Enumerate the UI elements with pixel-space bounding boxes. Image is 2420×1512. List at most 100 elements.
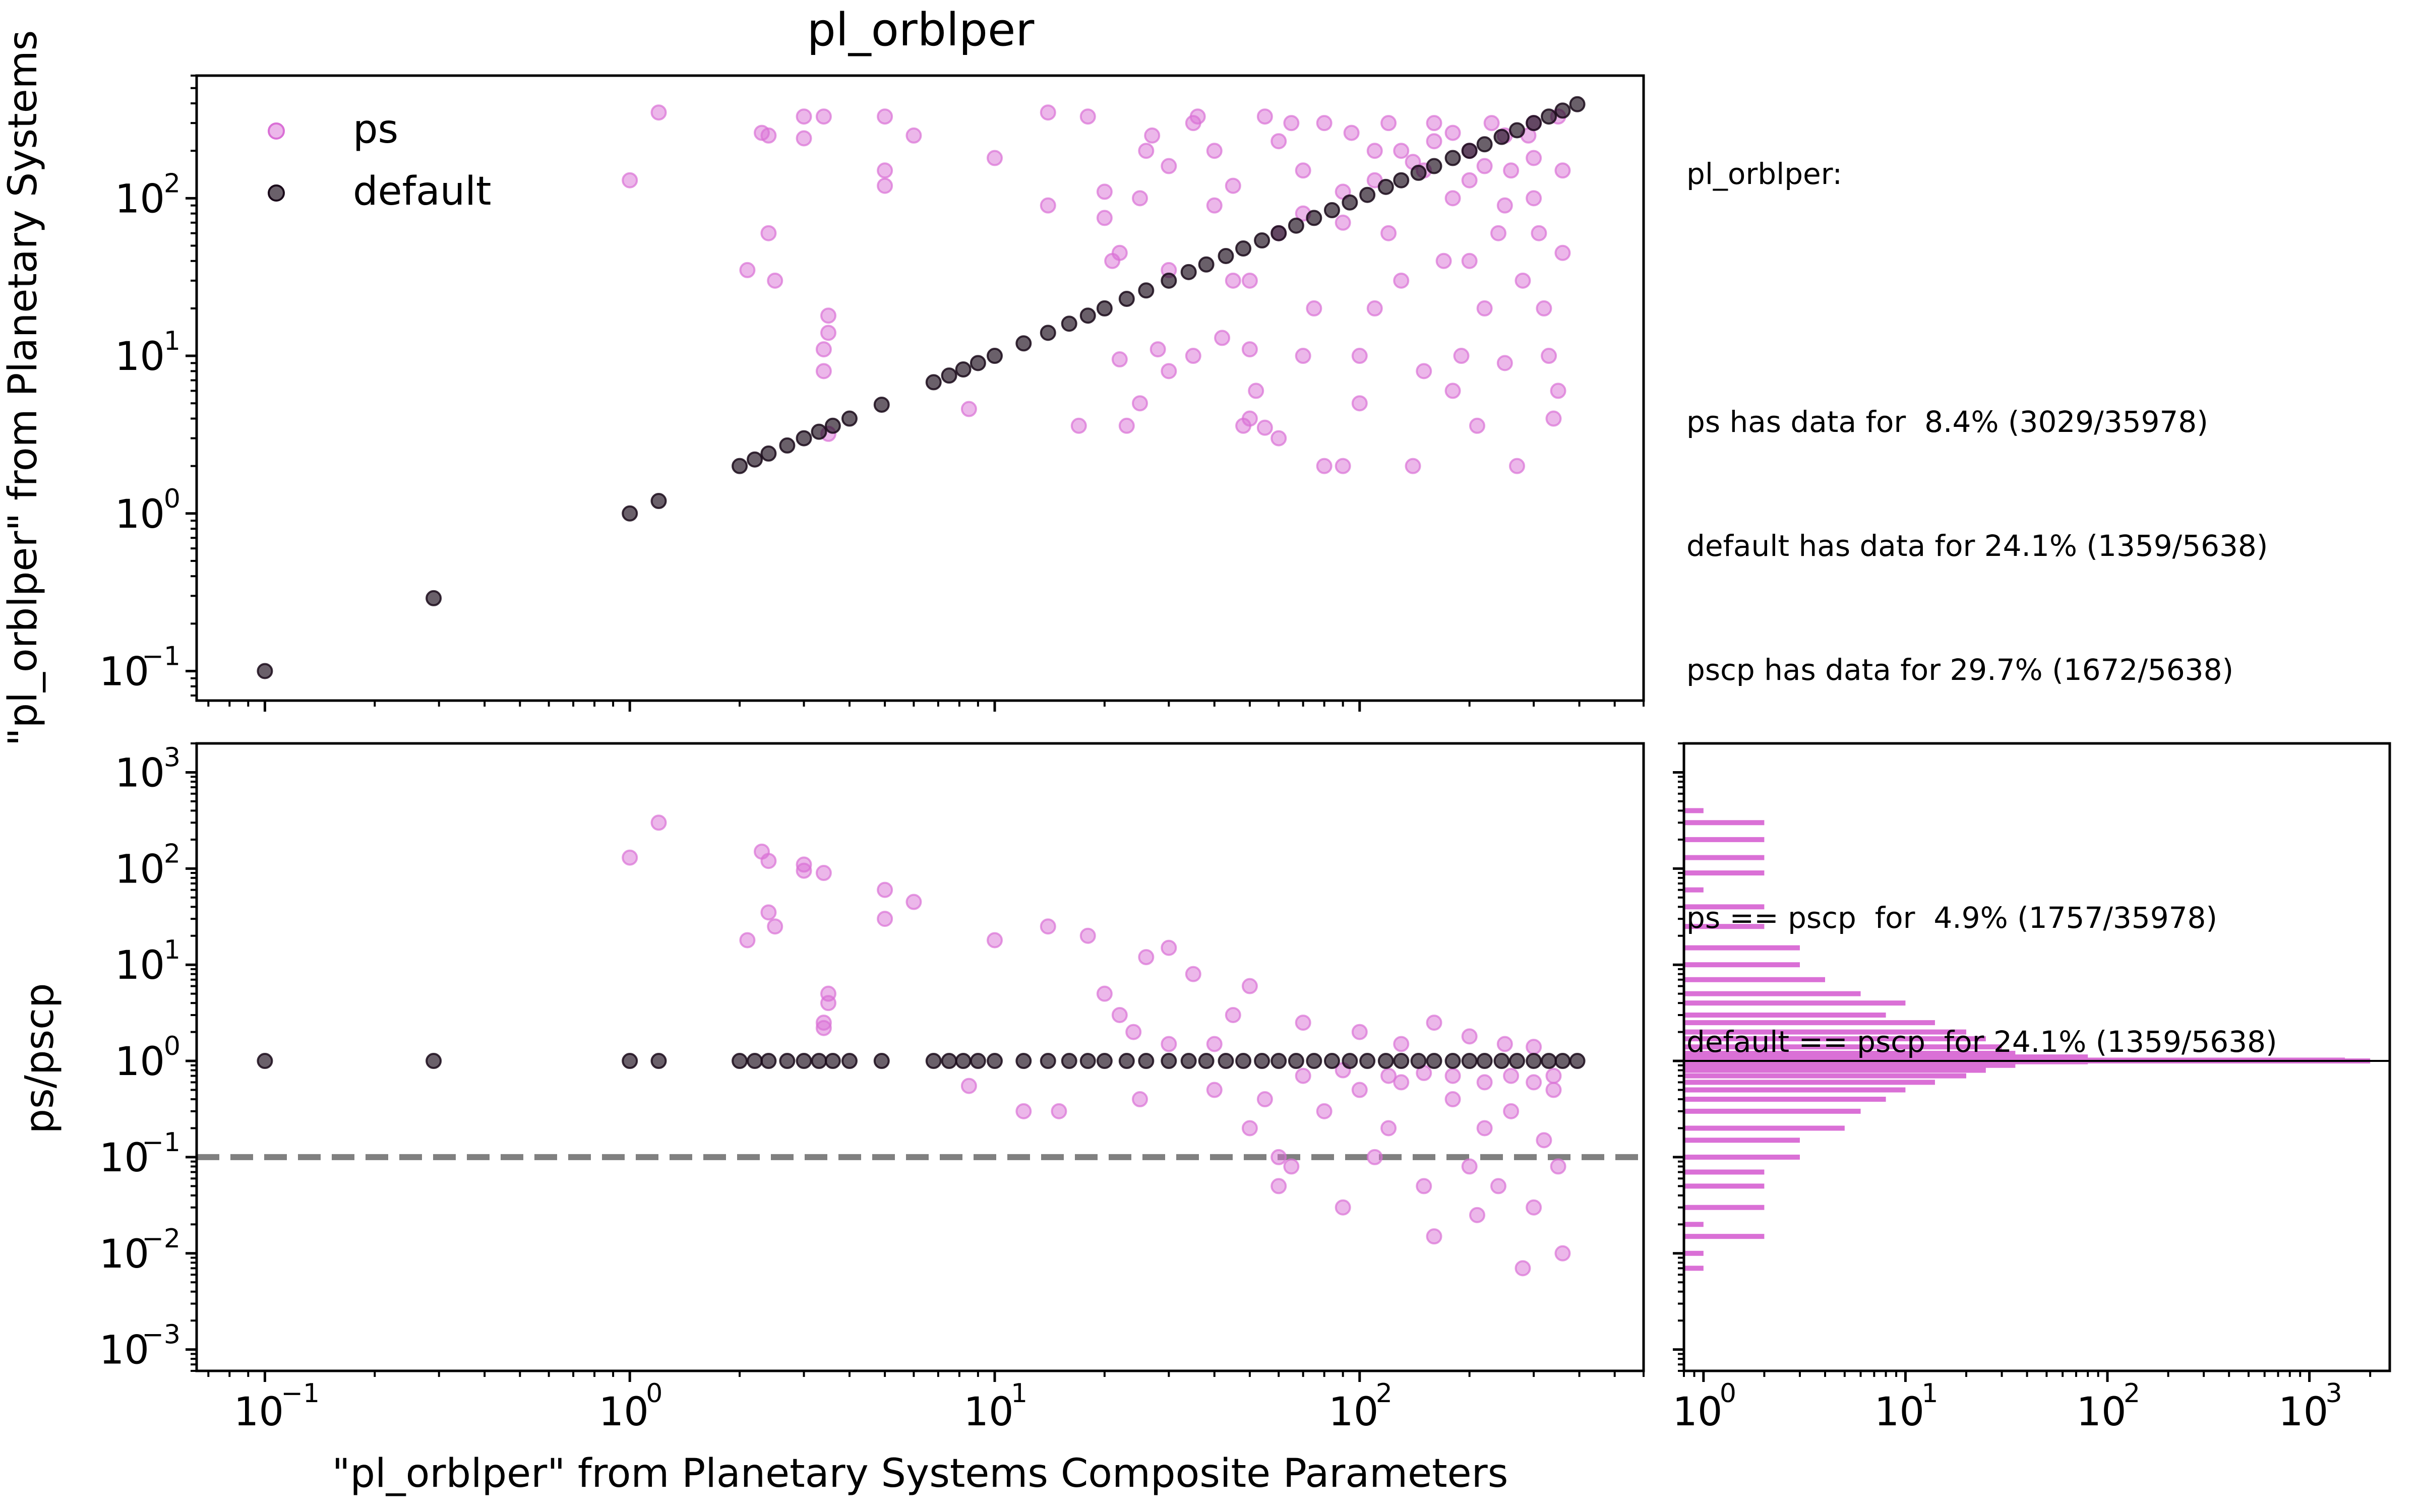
point-ps-21: [1096, 985, 1113, 1002]
y-tick-label: 10: [99, 649, 149, 695]
histogram-bar-39: [1684, 1266, 1704, 1271]
point-ps-45: [1461, 1158, 1478, 1175]
y-tick-exponent: −3: [142, 1320, 180, 1350]
point-ps-42: [1225, 272, 1241, 289]
point-ps-55: [1554, 1245, 1571, 1262]
point-ps-60: [1351, 348, 1368, 364]
histogram-bar-15: [1684, 1029, 1966, 1035]
point-ps-75: [1461, 253, 1478, 269]
point-ps-34: [1283, 1158, 1300, 1175]
point-ps-26: [1096, 210, 1113, 226]
point-default-49: [1569, 1053, 1586, 1069]
point-default-11: [841, 410, 858, 427]
point-ps-99: [1206, 197, 1223, 214]
x-tick-label: 10: [2278, 1390, 2328, 1435]
point-ps-24: [1138, 949, 1155, 966]
point-default-24: [1138, 1053, 1155, 1069]
point-default-22: [1096, 300, 1113, 317]
point-ps-49: [1256, 108, 1273, 125]
point-default-32: [1288, 1053, 1304, 1069]
point-default-31: [1270, 225, 1287, 241]
point-default-4: [732, 1053, 748, 1069]
point-ps-56: [1351, 1024, 1368, 1040]
point-ps-29: [1111, 351, 1128, 368]
point-default-1: [426, 1053, 442, 1069]
histogram-bar-37: [1684, 1234, 1765, 1239]
point-ps-38: [1351, 1082, 1368, 1098]
point-default-6: [760, 445, 777, 462]
stats-annotation: pl_orblper: ps has data for 8.4% (3029/3…: [1686, 71, 2277, 1104]
point-ps-10: [820, 307, 836, 324]
point-default-1: [426, 590, 442, 606]
point-ps-35: [1161, 363, 1177, 380]
x-tick-exponent: 0: [1720, 1378, 1736, 1409]
point-default-2: [622, 1053, 638, 1069]
x-tick-exponent: 2: [1376, 1378, 1393, 1409]
point-ps-3: [760, 127, 777, 144]
point-ps-62: [1366, 143, 1383, 159]
point-ps-5: [739, 262, 756, 278]
point-default-40: [1426, 1053, 1442, 1069]
point-ps-41: [1214, 330, 1231, 346]
point-ps-37: [1335, 1199, 1351, 1216]
histogram-bar-14: [1684, 1020, 1935, 1026]
y-tick-exponent: 2: [164, 839, 180, 869]
point-ps-24: [1079, 108, 1096, 125]
point-ps-66: [1444, 1067, 1461, 1084]
point-ps-62: [1295, 1067, 1311, 1084]
histogram-bar-28: [1684, 1097, 1886, 1102]
x-tick-exponent: 2: [2124, 1378, 2140, 1409]
histogram-bar-6: [1684, 904, 1765, 910]
point-ps-102: [1426, 133, 1442, 150]
point-ps-64: [1380, 1067, 1397, 1084]
stats-line-5: default == pscp for 24.1% (1359/5638): [1686, 1025, 2277, 1059]
point-ps-46: [1469, 1207, 1486, 1223]
point-ps-68: [1503, 1067, 1520, 1084]
point-default-26: [1180, 264, 1197, 280]
point-ps-16: [905, 894, 922, 910]
point-ps-38: [1185, 348, 1201, 364]
point-default-37: [1377, 178, 1394, 195]
point-ps-27: [1206, 1082, 1223, 1098]
point-ps-45: [1241, 410, 1258, 427]
point-default-2: [622, 505, 638, 522]
stats-line-3: pscp has data for 29.7% (1672/5638): [1686, 653, 2234, 687]
histogram-bar-35: [1684, 1205, 1765, 1210]
x-tick-label: 10: [234, 1390, 284, 1435]
point-default-34: [1323, 1053, 1340, 1069]
point-ps-113: [1496, 197, 1513, 214]
stats-line-1: ps has data for 8.4% (3029/35978): [1686, 405, 2208, 439]
point-ps-47: [1476, 1120, 1493, 1137]
point-ps-30: [1241, 1120, 1258, 1137]
point-ps-22: [1111, 1006, 1128, 1023]
point-ps-20: [986, 150, 1003, 166]
point-ps-11: [820, 325, 836, 341]
point-default-42: [1461, 1053, 1478, 1069]
histogram-bar-8: [1684, 945, 1800, 951]
point-default-33: [1306, 210, 1322, 226]
point-default-3: [650, 493, 667, 510]
point-default-17: [986, 1053, 1003, 1069]
point-ps-70: [1545, 1067, 1562, 1084]
point-default-0: [257, 663, 273, 679]
point-ps-17: [960, 1078, 977, 1094]
point-ps-71: [1206, 1036, 1223, 1052]
histogram-bar-3: [1684, 855, 1765, 860]
point-ps-58: [1335, 214, 1351, 231]
y-tick-label: 10: [115, 750, 165, 796]
point-default-25: [1161, 1053, 1177, 1069]
point-ps-6: [767, 272, 783, 289]
histogram-bar-17: [1684, 1044, 2002, 1050]
point-default-30: [1254, 232, 1270, 249]
point-ps-29: [1241, 978, 1258, 994]
point-default-43: [1476, 136, 1493, 153]
histogram-axes-frame: [1682, 742, 2391, 1372]
point-default-39: [1410, 164, 1427, 181]
point-ps-54: [1550, 1158, 1566, 1175]
point-ps-8: [796, 862, 812, 879]
point-ps-15: [877, 162, 893, 179]
point-default-31: [1270, 1053, 1287, 1069]
point-ps-57: [1393, 1036, 1410, 1052]
point-ps-32: [1270, 1149, 1287, 1165]
